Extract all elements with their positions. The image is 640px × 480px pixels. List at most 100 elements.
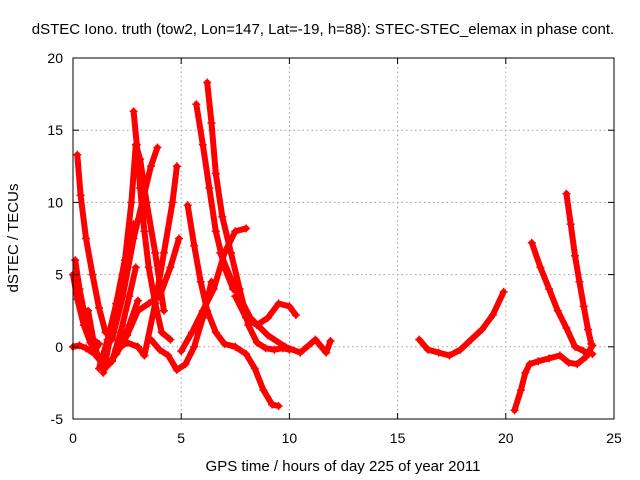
data-point <box>311 335 320 344</box>
series-group <box>140 162 181 360</box>
data-point <box>76 191 85 200</box>
data-point <box>434 348 443 357</box>
data-point <box>220 339 229 348</box>
data-point <box>231 342 240 351</box>
data-point <box>263 313 272 322</box>
data-point <box>73 150 82 159</box>
data-point <box>588 350 597 358</box>
data-point <box>157 328 166 337</box>
data-point <box>168 198 177 207</box>
data-point <box>205 184 214 192</box>
x-tick-label: 20 <box>498 430 514 446</box>
series-group <box>183 201 283 410</box>
data-point <box>231 285 240 293</box>
data-point <box>261 344 270 353</box>
data-point <box>75 341 84 350</box>
data-point <box>211 227 220 236</box>
data-point <box>99 368 108 377</box>
data-point <box>129 234 138 243</box>
series-line <box>184 202 282 409</box>
x-tick-label: 10 <box>282 430 298 446</box>
data-point <box>296 348 305 357</box>
data-point <box>270 345 279 354</box>
series-group <box>216 248 335 357</box>
data-point <box>281 342 290 351</box>
data-point <box>112 345 121 354</box>
data-point <box>246 313 255 322</box>
data-point <box>231 227 240 236</box>
data-point <box>536 263 545 272</box>
data-point <box>82 234 90 243</box>
data-point <box>144 263 153 272</box>
series-line <box>109 144 161 343</box>
data-point <box>562 189 571 198</box>
data-point <box>166 263 175 272</box>
data-point <box>190 342 199 351</box>
data-point <box>133 306 142 315</box>
data-point <box>131 263 140 272</box>
data-point <box>566 220 575 229</box>
data-series <box>69 78 597 415</box>
data-point <box>123 338 132 347</box>
data-point <box>211 169 220 178</box>
data-point <box>575 277 584 286</box>
data-point <box>571 342 579 351</box>
data-point <box>146 162 155 171</box>
data-point <box>166 335 175 344</box>
data-point <box>196 277 205 286</box>
data-point <box>456 345 465 354</box>
data-point <box>285 302 294 311</box>
data-point <box>123 331 132 340</box>
data-point <box>151 299 160 308</box>
series-line <box>74 151 109 336</box>
data-point <box>259 386 268 395</box>
data-point <box>322 348 331 357</box>
data-point <box>192 100 201 109</box>
data-point <box>274 402 283 410</box>
series-group <box>112 234 183 358</box>
data-point <box>140 351 149 360</box>
data-point <box>95 364 103 373</box>
data-point <box>584 325 592 334</box>
data-point <box>159 248 168 257</box>
data-point <box>88 270 97 279</box>
data-point <box>516 386 525 395</box>
data-point <box>140 227 149 236</box>
data-point <box>263 331 272 340</box>
y-tick-label: -5 <box>51 411 64 427</box>
data-point <box>133 342 142 351</box>
y-tick-label: 20 <box>47 50 63 66</box>
data-point <box>252 338 261 347</box>
data-point <box>159 306 168 315</box>
y-axis-label: dSTEC / TECUs <box>5 184 22 293</box>
data-point <box>218 212 227 221</box>
series-group <box>527 238 597 358</box>
data-point <box>242 350 251 358</box>
data-point <box>75 285 84 293</box>
data-point <box>172 365 181 374</box>
data-point <box>133 296 142 305</box>
data-point <box>571 251 579 260</box>
data-point <box>129 107 138 116</box>
y-tick-label: 10 <box>47 194 63 210</box>
data-point <box>553 306 562 315</box>
y-tick-label: 0 <box>55 339 63 355</box>
data-point <box>326 337 335 345</box>
x-axis-label: GPS time / hours of day 225 of year 2011 <box>206 458 481 475</box>
data-point <box>423 345 432 354</box>
data-point <box>545 354 554 363</box>
series-group <box>415 287 508 360</box>
plot-frame <box>72 57 615 420</box>
axis-ticks: 0 5 10 15 20 25 -5 0 5 10 15 20 <box>47 50 622 446</box>
y-tick-label: 5 <box>55 267 63 283</box>
data-point <box>216 248 225 257</box>
chart-title: dSTEC Iono. truth (tow2, Lon=147, Lat=-1… <box>32 21 614 38</box>
x-tick-label: 0 <box>69 430 77 446</box>
data-point <box>108 335 116 344</box>
data-point <box>467 335 476 344</box>
data-point <box>211 328 220 337</box>
data-point <box>415 335 424 344</box>
data-point <box>127 198 136 207</box>
data-point <box>242 224 251 233</box>
